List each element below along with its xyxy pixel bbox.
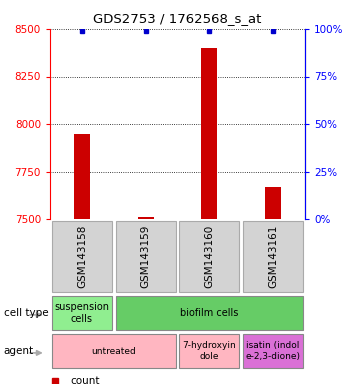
FancyBboxPatch shape — [180, 334, 239, 369]
Text: untreated: untreated — [91, 346, 136, 356]
Text: cell type: cell type — [4, 308, 48, 318]
FancyBboxPatch shape — [116, 221, 176, 292]
Text: GSM143159: GSM143159 — [141, 225, 150, 288]
FancyBboxPatch shape — [52, 334, 176, 369]
Text: count: count — [70, 376, 100, 384]
FancyBboxPatch shape — [52, 296, 112, 331]
Text: isatin (indol
e-2,3-dione): isatin (indol e-2,3-dione) — [246, 341, 301, 361]
FancyBboxPatch shape — [243, 221, 303, 292]
FancyBboxPatch shape — [243, 334, 303, 369]
Text: biofilm cells: biofilm cells — [180, 308, 239, 318]
Title: GDS2753 / 1762568_s_at: GDS2753 / 1762568_s_at — [93, 12, 262, 25]
Text: GSM143158: GSM143158 — [77, 225, 87, 288]
Text: suspension
cells: suspension cells — [54, 302, 109, 324]
FancyBboxPatch shape — [52, 221, 112, 292]
Text: agent: agent — [4, 346, 34, 356]
Bar — [201, 48, 217, 219]
FancyBboxPatch shape — [180, 221, 239, 292]
Bar — [265, 187, 281, 219]
Text: GSM143160: GSM143160 — [204, 225, 214, 288]
Text: GSM143161: GSM143161 — [268, 225, 278, 288]
Bar — [74, 134, 90, 219]
Bar — [138, 217, 154, 219]
FancyBboxPatch shape — [116, 296, 303, 331]
Text: 7-hydroxyin
dole: 7-hydroxyin dole — [182, 341, 236, 361]
